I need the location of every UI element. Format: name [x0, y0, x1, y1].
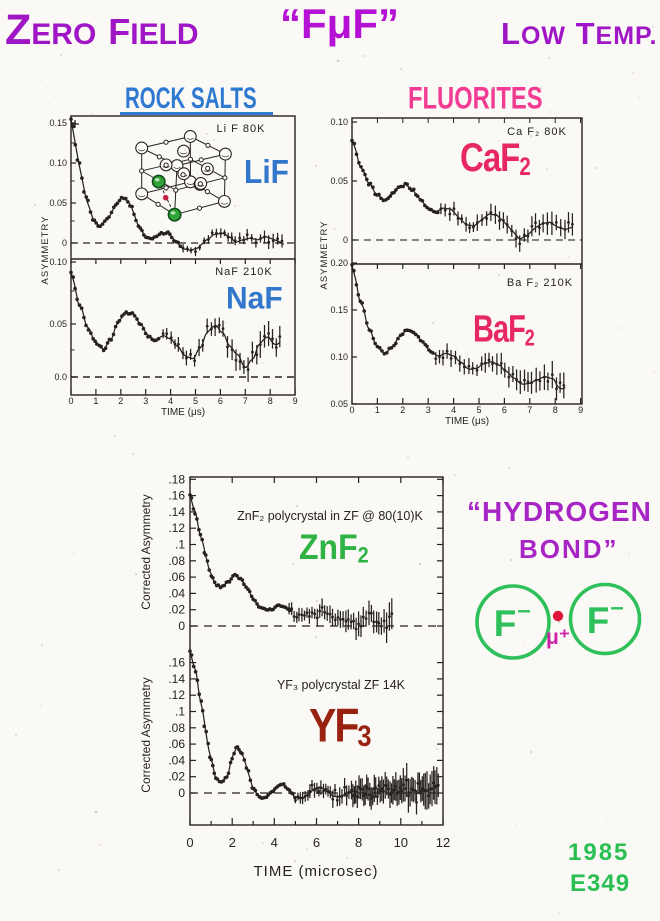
svg-text:.12: .12 [168, 521, 185, 535]
svg-text:Ba F₂ 210K: Ba F₂ 210K [507, 277, 573, 289]
svg-text:.06: .06 [168, 570, 185, 584]
svg-text:.1: .1 [175, 705, 185, 719]
svg-text:0.20: 0.20 [330, 258, 348, 268]
svg-text:–: – [517, 597, 530, 624]
svg-text:0.10: 0.10 [330, 352, 348, 362]
svg-text:0.05: 0.05 [330, 399, 348, 409]
svg-text:0.05: 0.05 [330, 176, 348, 186]
svg-text:3: 3 [426, 405, 431, 415]
svg-text:.04: .04 [168, 586, 185, 600]
svg-text:0.15: 0.15 [330, 305, 348, 315]
svg-text:8: 8 [553, 405, 558, 415]
svg-text:μ⁺: μ⁺ [546, 626, 570, 649]
svg-text:.16: .16 [168, 489, 185, 503]
svg-text:0.05: 0.05 [49, 198, 67, 208]
svg-text:0: 0 [186, 835, 193, 850]
svg-text:4: 4 [271, 835, 278, 850]
svg-text:TIME (μs): TIME (μs) [445, 416, 489, 427]
svg-text:7: 7 [243, 396, 248, 406]
svg-text:ZnF₂ polycrystal in ZF @ 80(10: ZnF₂ polycrystal in ZF @ 80(10)K [237, 509, 423, 523]
svg-text:Corrected Asymmetry: Corrected Asymmetry [139, 494, 153, 609]
svg-text:4: 4 [168, 396, 173, 406]
svg-text:F: F [587, 600, 610, 641]
svg-text:9: 9 [578, 405, 583, 415]
svg-text:0.10: 0.10 [49, 158, 67, 168]
svg-text:.02: .02 [168, 603, 185, 617]
svg-text:.06: .06 [168, 737, 185, 751]
svg-text:0: 0 [343, 235, 348, 245]
svg-text:0.10: 0.10 [330, 117, 348, 127]
svg-text:7: 7 [527, 405, 532, 415]
svg-text:TIME (μs): TIME (μs) [161, 407, 205, 418]
svg-text:.16: .16 [168, 656, 185, 670]
svg-text:6: 6 [218, 396, 223, 406]
svg-text:0: 0 [68, 396, 73, 406]
svg-text:YF₃ polycrystal ZF 14K: YF₃ polycrystal ZF 14K [277, 678, 406, 692]
svg-text:.02: .02 [168, 770, 185, 784]
svg-text:3: 3 [143, 396, 148, 406]
svg-text:.08: .08 [168, 554, 185, 568]
svg-text:1: 1 [375, 405, 380, 415]
svg-text:0: 0 [349, 405, 354, 415]
svg-text:Ca F₂ 80K: Ca F₂ 80K [507, 126, 567, 138]
svg-text:.12: .12 [168, 688, 185, 702]
svg-text:ASYMMETRY: ASYMMETRY [319, 220, 330, 289]
svg-text:0.05: 0.05 [49, 319, 67, 329]
svg-text:Corrected Asymmetry: Corrected Asymmetry [139, 677, 153, 792]
svg-text:0: 0 [178, 786, 185, 800]
svg-text:Li F 80K: Li F 80K [217, 123, 266, 135]
svg-text:TIME (microsec): TIME (microsec) [254, 863, 379, 880]
svg-text:10: 10 [394, 835, 408, 850]
svg-text:.04: .04 [168, 753, 185, 767]
svg-text:.18: .18 [168, 472, 185, 486]
svg-text:2: 2 [229, 835, 236, 850]
svg-text:.08: .08 [168, 721, 185, 735]
svg-text:NaF 210K: NaF 210K [215, 266, 273, 278]
svg-text:4: 4 [451, 405, 456, 415]
svg-text:8: 8 [355, 835, 362, 850]
svg-text:0.15: 0.15 [49, 118, 67, 128]
svg-text:0.10: 0.10 [49, 257, 67, 267]
svg-text:0: 0 [178, 619, 185, 633]
svg-text:12: 12 [436, 835, 450, 850]
svg-text:9: 9 [293, 396, 298, 406]
svg-text:6: 6 [502, 405, 507, 415]
svg-text:.14: .14 [168, 672, 185, 686]
svg-text:.14: .14 [168, 505, 185, 519]
svg-text:.1: .1 [175, 538, 185, 552]
svg-text:2: 2 [400, 405, 405, 415]
svg-text:2: 2 [118, 396, 123, 406]
svg-text:F: F [494, 603, 517, 644]
svg-text:6: 6 [313, 835, 320, 850]
svg-text:0.0: 0.0 [54, 372, 67, 382]
svg-text:1: 1 [93, 396, 98, 406]
svg-text:ASYMMETRY: ASYMMETRY [40, 215, 51, 284]
svg-text:0: 0 [62, 238, 67, 248]
svg-text:5: 5 [476, 405, 481, 415]
svg-text:–: – [610, 594, 623, 621]
svg-text:8: 8 [268, 396, 273, 406]
svg-text:5: 5 [193, 396, 198, 406]
